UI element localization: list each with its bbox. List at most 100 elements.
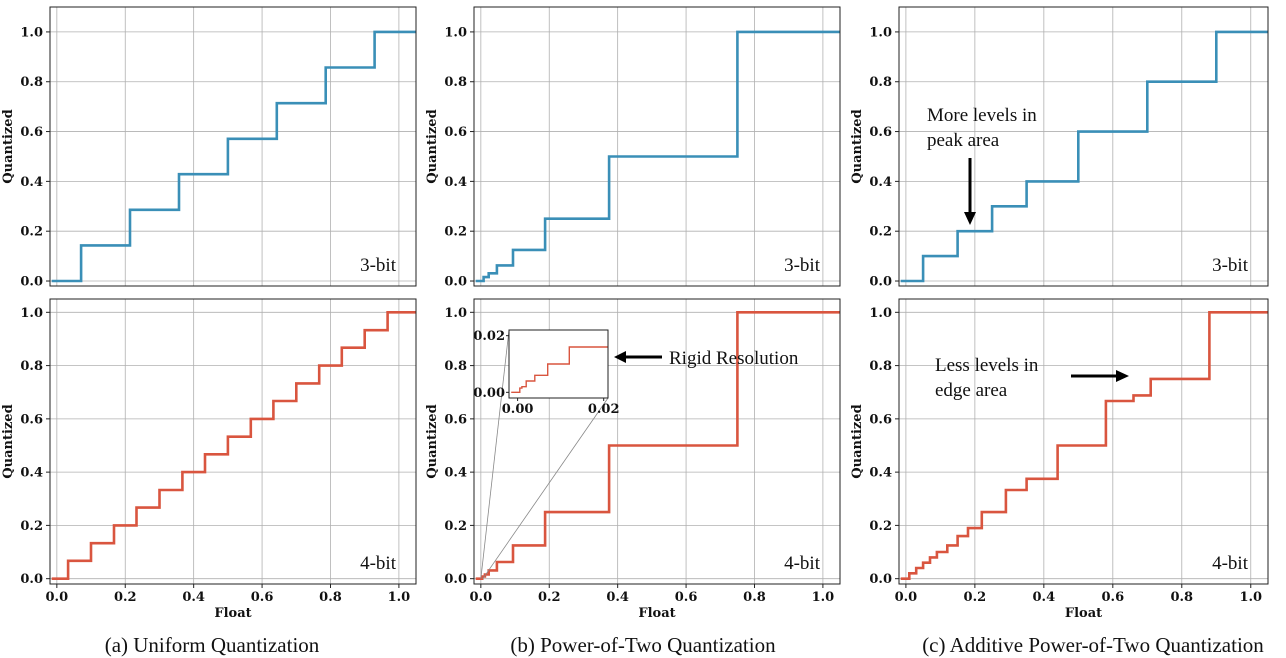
x-tick-label: 0.4: [182, 590, 205, 605]
y-tick-label: 0.4: [869, 175, 892, 190]
y-tick-label: 0.6: [869, 412, 892, 427]
bit-label: 3-bit: [1212, 255, 1249, 276]
x-tick-label: 1.0: [1239, 590, 1262, 605]
y-tick-label: 0.0: [20, 275, 43, 290]
plot-frame: [473, 6, 841, 287]
plot-pot-3bit: 0.0 0.2 0.4 0.6 0.8 1.0 Quantized 3-bit: [425, 6, 841, 290]
y-tick-label: 0.4: [444, 175, 467, 190]
y-tick-label: 0.4: [444, 466, 467, 481]
more-levels-line1: More levels in: [927, 105, 1037, 126]
y-tick-label: 0.8: [869, 359, 892, 374]
plot-frame: [898, 6, 1269, 287]
y-tick-label: 0.4: [869, 466, 892, 481]
rigid-resolution-label: Rigid Resolution: [669, 348, 799, 369]
plot-uniform-4bit: 0.0 0.2 0.4 0.6 0.8 1.0 0.0 0.2 0.4 0.6 0.8 1.0 Quan…: [1, 298, 417, 621]
y-tick-label: 1.0: [444, 306, 467, 321]
inset-step-line: [511, 346, 608, 393]
y-tick-label: 0.2: [869, 225, 892, 240]
plot-uniform-3bit: 0.0 0.2 0.4 0.6 0.8 1.0 Quantized 3-bit: [1, 6, 417, 290]
plot-apot-3bit: 0.0 0.2 0.4 0.6 0.8 1.0 Quantized 3-bit: [850, 6, 1269, 290]
y-tick-label: 1.0: [20, 25, 43, 40]
y-tick-label: 0.4: [20, 175, 43, 190]
y-tick-label: 0.6: [869, 125, 892, 140]
less-levels-arrow-head: [1116, 370, 1129, 382]
inset-zoom: 0.00 0.02 0.00 0.02: [473, 329, 620, 579]
more-levels-line2: peak area: [927, 130, 1000, 151]
inset-x-tick-label: 0.00: [502, 402, 534, 417]
x-tick-label: 0.6: [1102, 590, 1125, 605]
annotation-rigid-resolution: Rigid Resolution: [614, 348, 799, 369]
inset-connector: [480, 329, 510, 579]
y-tick-label: 1.0: [20, 306, 43, 321]
y-tick-label: 0.0: [20, 572, 43, 587]
x-tick-label: 0.8: [319, 590, 342, 605]
x-tick-label: 0.4: [1033, 590, 1056, 605]
y-tick-label: 0.8: [869, 75, 892, 90]
y-tick-label: 0.2: [20, 519, 43, 534]
x-axis-label: Float: [1065, 606, 1102, 621]
y-tick-label: 0.0: [444, 275, 467, 290]
y-axis-label: Quantized: [1, 404, 16, 478]
x-axis-label: Float: [214, 606, 251, 621]
inset-x-tick-label: 0.02: [588, 402, 620, 417]
x-tick-label: 0.6: [251, 590, 274, 605]
y-tick-label: 0.6: [444, 125, 467, 140]
x-tick-label: 0.4: [606, 590, 629, 605]
y-tick-label: 0.6: [444, 412, 467, 427]
y-tick-label: 0.2: [444, 519, 467, 534]
caption-power-of-two: (b) Power-of-Two Quantization: [510, 633, 776, 657]
x-tick-label: 0.2: [114, 590, 137, 605]
plot-frame: [473, 298, 841, 585]
plot-pot-4bit: 0.0 0.2 0.4 0.6 0.8 1.0 0.0 0.2 0.4 0.6 0.8 1.0 Quan…: [425, 298, 841, 621]
rigid-arrow-head: [614, 351, 626, 363]
y-tick-label: 0.0: [869, 275, 892, 290]
annotation-more-levels: More levels in peak area: [927, 105, 1037, 225]
y-tick-label: 0.8: [20, 359, 43, 374]
y-tick-label: 0.2: [444, 225, 467, 240]
y-tick-label: 0.8: [444, 359, 467, 374]
more-levels-arrow-head: [964, 212, 976, 225]
plot-frame: [49, 298, 417, 585]
series-step-line: [475, 30, 840, 283]
y-axis-label: Quantized: [1, 109, 16, 183]
inset-y-tick-label: 0.02: [473, 329, 505, 344]
plot-frame: [49, 6, 417, 287]
x-tick-label: 1.0: [812, 590, 835, 605]
inset-y-tick-label: 0.00: [473, 386, 505, 401]
y-axis-label: Quantized: [425, 404, 440, 478]
x-tick-label: 0.2: [964, 590, 987, 605]
y-tick-label: 0.6: [20, 125, 43, 140]
y-tick-label: 1.0: [869, 306, 892, 321]
y-tick-label: 0.8: [444, 75, 467, 90]
bit-label: 4-bit: [784, 553, 821, 574]
y-tick-label: 0.8: [20, 75, 43, 90]
plot-apot-4bit: 0.0 0.2 0.4 0.6 0.8 1.0 0.0 0.2 0.4 0.6 0.8 1.0 Quan…: [850, 298, 1269, 621]
series-step-line: [900, 30, 1268, 283]
x-tick-label: 0.8: [743, 590, 766, 605]
x-tick-label: 1.0: [388, 590, 411, 605]
bit-label: 3-bit: [360, 255, 397, 276]
y-tick-label: 0.4: [20, 466, 43, 481]
y-tick-label: 1.0: [444, 25, 467, 40]
plot-frame: [898, 298, 1269, 585]
bit-label: 4-bit: [1212, 553, 1249, 574]
less-levels-line2: edge area: [935, 380, 1008, 401]
annotation-less-levels: Less levels in edge area: [935, 355, 1129, 401]
subplots: 0.00.20.40.60.81.0Quantized3-bit0.00.20.…: [1, 6, 1269, 621]
series-step-line: [51, 311, 416, 580]
y-tick-label: 0.0: [444, 572, 467, 587]
x-tick-label: 0.8: [1170, 590, 1193, 605]
bit-label: 3-bit: [784, 255, 821, 276]
y-tick-label: 0.2: [20, 225, 43, 240]
less-levels-line1: Less levels in: [935, 355, 1039, 376]
x-tick-label: 0.0: [895, 590, 918, 605]
series-step-line: [900, 311, 1268, 580]
x-axis-label: Float: [638, 606, 675, 621]
x-tick-label: 0.0: [46, 590, 69, 605]
y-tick-label: 1.0: [869, 25, 892, 40]
x-tick-label: 0.2: [538, 590, 561, 605]
x-tick-label: 0.6: [675, 590, 698, 605]
series-step-line: [51, 30, 416, 283]
caption-uniform: (a) Uniform Quantization: [105, 633, 320, 657]
